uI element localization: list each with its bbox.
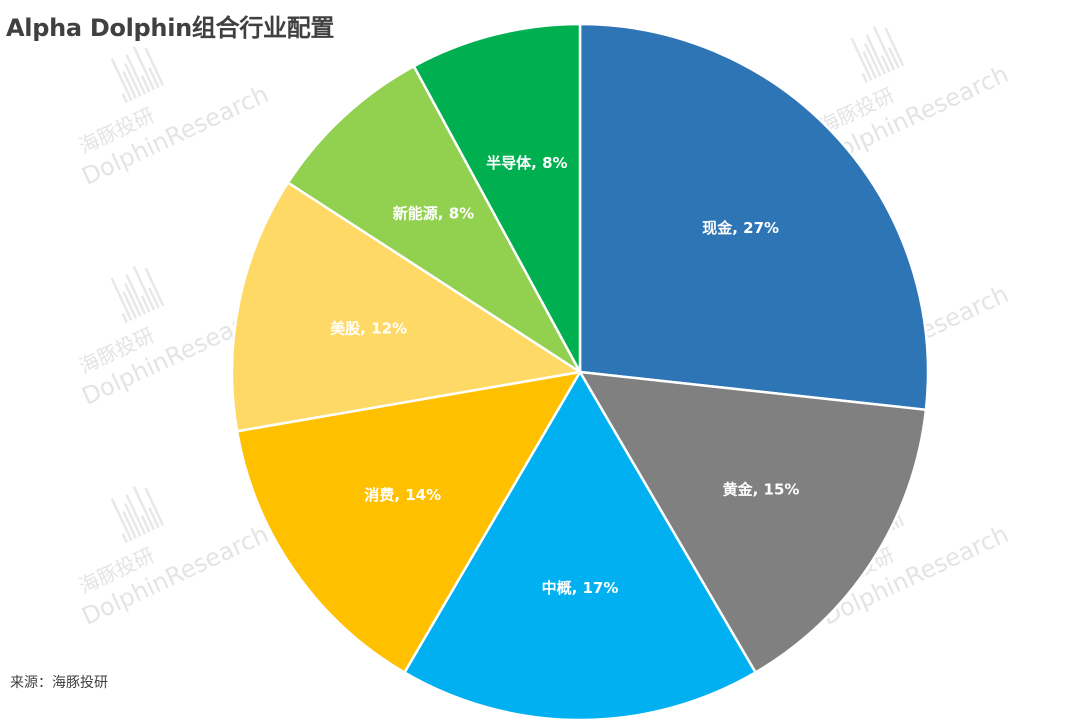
watermark-bar	[125, 274, 147, 315]
watermark-bar	[121, 533, 129, 544]
pie-slice-2	[403, 370, 757, 722]
pie-slice-label-2: 中概, 17%	[542, 579, 619, 597]
chart-source: 来源：海豚投研	[10, 675, 108, 691]
watermark-bar	[884, 27, 905, 67]
watermark-bar	[864, 42, 882, 77]
pie-slice-label-0: 现金, 27%	[702, 219, 779, 237]
pie-slice-5	[286, 64, 582, 374]
watermark-bar	[132, 265, 156, 311]
watermark-bar	[122, 71, 138, 99]
pie-slices	[230, 22, 930, 722]
watermark-bar	[144, 267, 165, 307]
watermark-bar	[110, 497, 133, 542]
watermark-bar	[121, 93, 129, 104]
pie-slice-label-1: 黄金, 15%	[723, 480, 800, 498]
watermark-bar	[132, 485, 156, 531]
watermark-bar	[140, 75, 151, 93]
watermark-bar	[888, 47, 900, 69]
pie-slice-3	[235, 370, 582, 674]
watermark-bar	[148, 507, 160, 529]
watermark-bar	[132, 45, 156, 91]
watermark-bar	[110, 57, 133, 102]
pie-labels: 现金, 27% 黄金, 15% 中概, 17% 消费, 14% 美股, 12% 新能源, …	[330, 154, 799, 597]
watermark-bar	[144, 487, 165, 527]
watermark-bar	[850, 37, 873, 82]
watermark-bar	[140, 295, 151, 313]
watermark-bar	[880, 55, 891, 73]
watermark-bar	[122, 511, 138, 539]
watermark-bar	[124, 62, 142, 97]
watermark-bar	[862, 51, 878, 79]
watermark-bar	[872, 25, 896, 71]
watermark-bar	[125, 54, 147, 95]
watermark-bar	[148, 287, 160, 309]
watermark-bar	[140, 515, 151, 533]
pie-slice-0	[578, 22, 930, 412]
watermark-bar	[124, 502, 142, 537]
watermark-bar	[121, 313, 129, 324]
chart-title: Alpha Dolphin组合行业配置	[6, 14, 335, 42]
watermark-bar	[125, 494, 147, 535]
watermark-bar	[148, 67, 160, 89]
watermark-bar	[124, 282, 142, 317]
pie-slice-4	[230, 181, 582, 433]
watermark-bar	[865, 34, 887, 75]
watermark-bar	[122, 291, 138, 319]
pie-slice-label-5: 新能源, 8%	[393, 205, 474, 223]
watermark-bar	[861, 73, 869, 84]
pie-slice-6	[412, 22, 582, 374]
pie-slice-1	[578, 370, 928, 674]
pie-slice-label-3: 消费, 14%	[364, 486, 441, 504]
pie-slice-label-4: 美股, 12%	[330, 320, 407, 338]
watermark-bar	[144, 47, 165, 87]
pie-slice-label-6: 半导体, 8%	[486, 154, 567, 172]
watermark-bar	[110, 277, 133, 322]
